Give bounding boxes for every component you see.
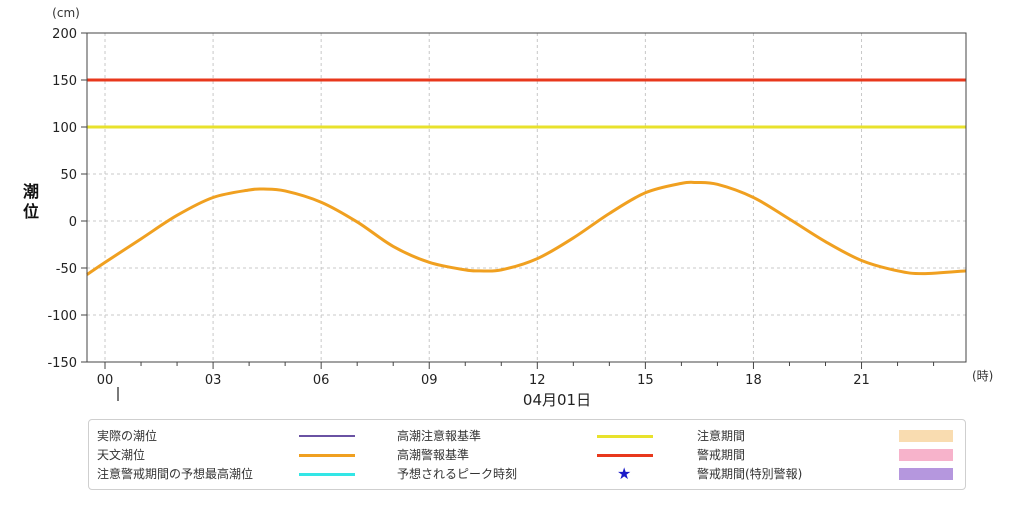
y-tick-label: -50 bbox=[56, 262, 77, 277]
legend-line-swatch bbox=[597, 434, 653, 438]
date-label: 04月01日 bbox=[523, 391, 591, 409]
y-tick-label: 50 bbox=[60, 168, 77, 183]
legend-line-swatch bbox=[299, 472, 355, 476]
x-tick-label: 03 bbox=[205, 373, 222, 388]
legend-label: 実際の潮位 bbox=[97, 429, 158, 443]
y-tick-label: 200 bbox=[52, 27, 77, 42]
threshold-lines bbox=[87, 78, 966, 129]
x-tick-label: 12 bbox=[529, 373, 546, 388]
legend-label: 高潮注意報基準 bbox=[397, 429, 482, 443]
legend-label: 天文潮位 bbox=[97, 448, 146, 462]
series-line-tide bbox=[86, 180, 967, 276]
y-tick-label: -100 bbox=[47, 309, 77, 324]
grid bbox=[87, 33, 966, 362]
x-tick-label: 21 bbox=[853, 373, 870, 388]
x-tick-label: 18 bbox=[745, 373, 762, 388]
x-tick-label: 09 bbox=[421, 373, 438, 388]
legend-label: 注意期間 bbox=[697, 429, 746, 443]
legend-label: 高潮警報基準 bbox=[397, 448, 470, 462]
star-icon: ★ bbox=[617, 464, 632, 483]
y-axis-ticks: -150 -100 -50 0 50 100 150 200 bbox=[47, 27, 87, 371]
legend-line-swatch bbox=[597, 453, 653, 457]
x-axis-ticks: 00 03 06 09 12 15 18 21 bbox=[97, 362, 935, 388]
y-tick-label: 100 bbox=[52, 121, 77, 136]
legend-box-swatch bbox=[899, 468, 953, 480]
x-tick-label: 00 bbox=[97, 373, 114, 388]
legend-line-swatch bbox=[299, 453, 355, 457]
x-tick-label: 06 bbox=[313, 373, 330, 388]
series-lines bbox=[86, 180, 967, 276]
legend-label: 注意警戒期間の予想最高潮位 bbox=[97, 467, 254, 481]
y-tick-label: -150 bbox=[47, 356, 77, 371]
legend-box-swatch bbox=[899, 430, 953, 442]
legend-line-swatch bbox=[299, 435, 355, 437]
y-axis-unit: (cm) bbox=[52, 6, 80, 20]
legend-label: 警戒期間(特別警報) bbox=[697, 467, 803, 481]
plot-frame bbox=[86, 32, 967, 363]
legend-label: 予想されるピーク時刻 bbox=[397, 467, 518, 481]
legend-box-swatch bbox=[899, 449, 953, 461]
legend: 実際の潮位 高潮注意報基準 注意期間天文潮位 高潮警報基準 警戒期間注意警戒期間の予想最… bbox=[88, 419, 966, 490]
y-tick-label: 150 bbox=[52, 74, 77, 89]
tide-chart: -150 -100 -50 0 50 100 150 200 00 03 06 09 12 15 18 21… bbox=[23, 6, 993, 409]
x-tick-label: 15 bbox=[637, 373, 654, 388]
y-axis-label: 潮位 bbox=[23, 182, 39, 221]
y-tick-label: 0 bbox=[69, 215, 77, 230]
x-axis-unit: (時) bbox=[972, 369, 993, 383]
legend-label: 警戒期間 bbox=[697, 448, 746, 462]
